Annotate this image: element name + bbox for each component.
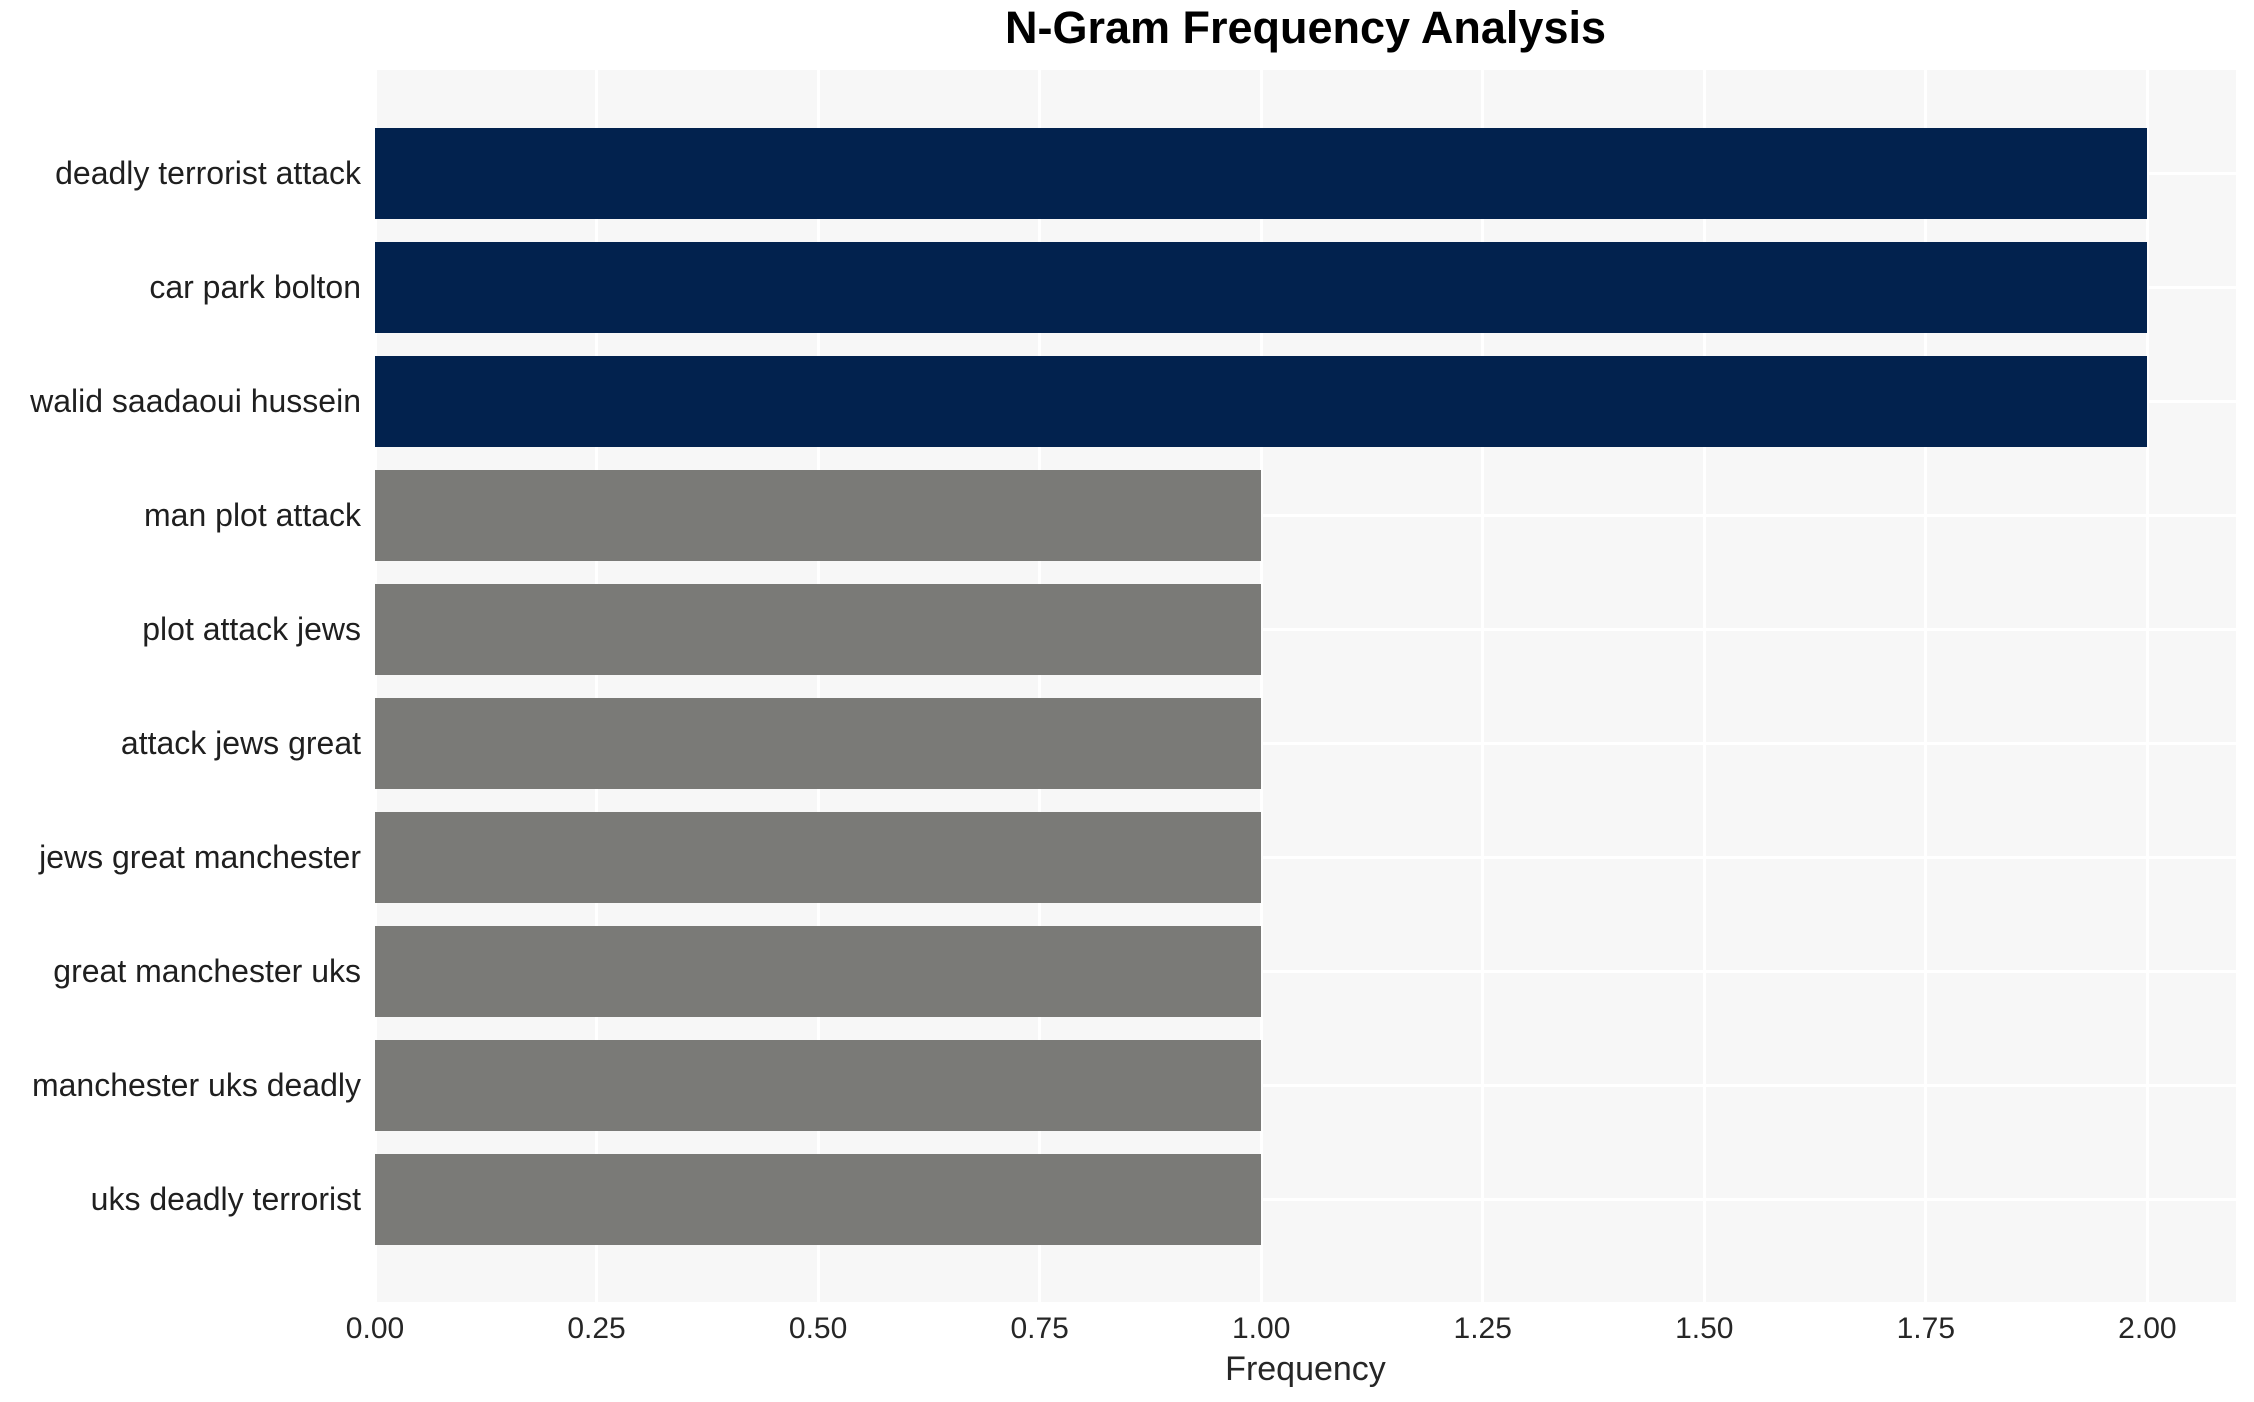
y-gridline [375, 514, 2236, 517]
y-gridline [375, 742, 2236, 745]
y-gridline [375, 628, 2236, 631]
y-tick-label: car park bolton [149, 269, 361, 305]
x-gridline-2.00 [2145, 70, 2149, 1302]
bar-walid-saadaoui-hussein [375, 356, 2148, 447]
x-gridline-0.75 [1038, 70, 1042, 1302]
plot-area [375, 70, 2236, 1302]
y-tick-label: deadly terrorist attack [55, 155, 361, 191]
y-tick-label: uks deadly terrorist [90, 1181, 361, 1217]
y-tick-label: attack jews great [120, 725, 361, 761]
y-gridline [375, 1084, 2236, 1087]
x-tick-label: 1.25 [1453, 1312, 1512, 1345]
bar-deadly-terrorist-attack [375, 128, 2148, 219]
bar-manchester-uks-deadly [375, 1040, 1262, 1131]
y-tick-label: plot attack jews [142, 611, 361, 647]
y-tick-label: man plot attack [144, 497, 361, 533]
bar-jews-great-manchester [375, 812, 1262, 903]
x-gridline-1.25 [1481, 70, 1485, 1302]
x-gridline-0.25 [595, 70, 599, 1302]
x-tick-label: 0.00 [345, 1312, 405, 1345]
x-axis-label: Frequency [1225, 1350, 1386, 1388]
bar-man-plot-attack [375, 470, 1262, 561]
chart-title: N-Gram Frequency Analysis [1004, 2, 1607, 53]
x-gridline-1.75 [1924, 70, 1928, 1302]
y-gridline [375, 1198, 2236, 1201]
bar-attack-jews-great [375, 698, 1262, 789]
bar-great-manchester-uks [375, 926, 1262, 1017]
x-tick-label: 2.00 [2118, 1312, 2177, 1345]
bar-plot-attack-jews [375, 584, 1262, 675]
x-tick-label: 0.50 [788, 1312, 848, 1345]
x-tick-label: 1.75 [1896, 1312, 1956, 1345]
x-gridline-1.50 [1702, 70, 1706, 1302]
bar-car-park-bolton [375, 242, 2148, 333]
x-gridline-0.00 [375, 70, 377, 1302]
x-tick-label: 1.00 [1231, 1312, 1291, 1345]
x-tick-label: 1.50 [1675, 1312, 1734, 1345]
y-tick-label: walid saadaoui hussein [30, 383, 361, 419]
y-tick-label: jews great manchester [39, 839, 361, 875]
bar-uks-deadly-terrorist [375, 1154, 1262, 1245]
x-gridline-1.00 [1259, 70, 1263, 1302]
x-tick-label: 0.25 [567, 1312, 626, 1345]
y-tick-label: manchester uks deadly [31, 1067, 361, 1103]
y-tick-label: great manchester uks [53, 953, 361, 989]
x-tick-label: 0.75 [1010, 1312, 1069, 1345]
y-gridline [375, 970, 2236, 973]
x-gridline-0.50 [816, 70, 820, 1302]
y-gridline [375, 856, 2236, 859]
